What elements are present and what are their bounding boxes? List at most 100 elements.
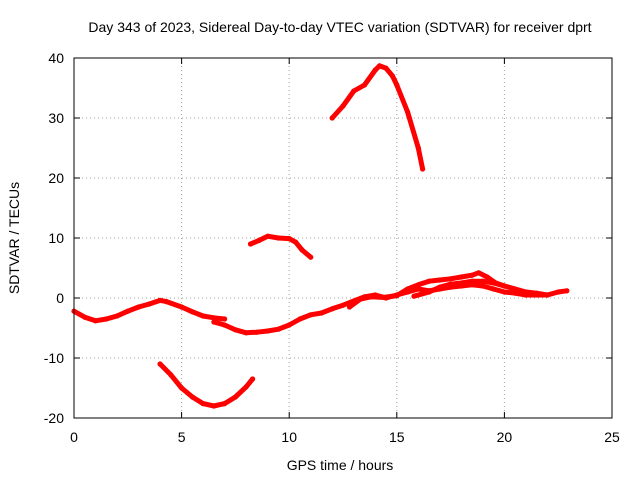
data-point	[351, 88, 357, 94]
data-point	[340, 302, 346, 308]
y-axis-label: SDTVAR / TECUs	[6, 182, 22, 294]
data-point	[372, 67, 378, 73]
data-point	[480, 278, 486, 284]
y-tick-label: 20	[48, 170, 64, 186]
data-point	[157, 361, 163, 367]
data-point	[415, 145, 421, 151]
data-point	[189, 394, 195, 400]
data-point	[480, 283, 486, 289]
data-point	[458, 280, 464, 286]
data-point	[168, 372, 174, 378]
data-point	[232, 327, 238, 333]
x-tick-label: 25	[604, 429, 620, 445]
data-point	[232, 394, 238, 400]
data-point	[448, 281, 454, 287]
data-point	[361, 82, 368, 88]
y-tick-label: 0	[56, 290, 64, 306]
data-point	[222, 316, 228, 322]
data-point	[534, 290, 540, 296]
data-point	[484, 274, 490, 280]
data-point	[157, 297, 163, 303]
data-point	[286, 236, 292, 242]
data-point	[200, 313, 206, 319]
series-track-upper-arc	[329, 63, 426, 172]
series-track-mid-arc	[247, 233, 314, 260]
grid	[74, 58, 612, 418]
data-point	[256, 237, 262, 243]
data-point	[415, 282, 421, 288]
data-point	[318, 310, 325, 316]
data-point	[426, 289, 432, 295]
data-point	[265, 328, 271, 334]
data-point	[405, 286, 411, 292]
data-point	[405, 109, 411, 115]
data-point	[437, 277, 443, 283]
data-point	[329, 115, 335, 121]
series-line	[329, 63, 426, 172]
data-point	[394, 82, 400, 88]
data-point	[92, 318, 99, 324]
y-tick-label: -10	[44, 350, 64, 366]
data-point	[426, 278, 432, 284]
data-point	[103, 316, 109, 322]
data-point	[125, 308, 131, 314]
data-point	[250, 376, 256, 382]
data-point	[179, 385, 185, 391]
data-point	[476, 270, 482, 276]
data-point	[179, 304, 185, 310]
data-point	[564, 288, 570, 294]
data-point	[411, 293, 417, 299]
data-point	[82, 314, 88, 320]
x-tick-label: 10	[281, 429, 297, 445]
data-point	[265, 233, 271, 239]
series-track-lower-arc	[157, 361, 256, 409]
y-tick-label: 10	[48, 230, 64, 246]
data-point	[340, 103, 346, 109]
series-track-main-d	[411, 278, 507, 299]
data-point	[297, 316, 303, 322]
data-point	[544, 292, 551, 298]
data-point	[222, 322, 228, 328]
x-tick-label: 0	[70, 429, 78, 445]
x-tick-label: 5	[178, 429, 186, 445]
data-point	[512, 286, 518, 292]
x-tick-label: 20	[497, 429, 513, 445]
chart-title: Day 343 of 2023, Sidereal Day-to-day VTE…	[88, 19, 591, 35]
axes: 0 5 10 15 20 25 -20 -10 0 10 20 30 40	[44, 50, 620, 445]
data-point	[275, 326, 281, 332]
data-point	[368, 294, 374, 300]
y-tick-label: 40	[48, 50, 64, 66]
data-point	[389, 73, 396, 79]
data-point	[200, 401, 206, 407]
data-point	[243, 330, 249, 336]
data-point	[114, 313, 120, 319]
data-point	[286, 322, 292, 328]
x-tick-label: 15	[389, 429, 405, 445]
data-point	[211, 319, 217, 325]
data-point	[254, 329, 260, 335]
data-point	[383, 65, 389, 71]
data-point	[346, 304, 353, 310]
data-point	[146, 301, 152, 307]
data-point	[469, 278, 475, 284]
data-point	[501, 289, 507, 295]
data-point	[299, 247, 305, 253]
data-point	[491, 280, 497, 286]
data-point	[501, 283, 507, 289]
data-point	[222, 401, 228, 407]
y-tick-label: -20	[44, 410, 64, 426]
data-point	[329, 306, 335, 312]
data-point	[491, 286, 497, 292]
data-point	[211, 403, 217, 409]
data-point	[437, 284, 443, 290]
data-point	[308, 312, 314, 318]
data-point	[357, 296, 363, 302]
data-point	[136, 304, 142, 310]
data-point	[293, 239, 299, 245]
y-tick-label: 30	[48, 110, 64, 126]
series-line	[157, 361, 256, 409]
data-point	[377, 63, 383, 69]
